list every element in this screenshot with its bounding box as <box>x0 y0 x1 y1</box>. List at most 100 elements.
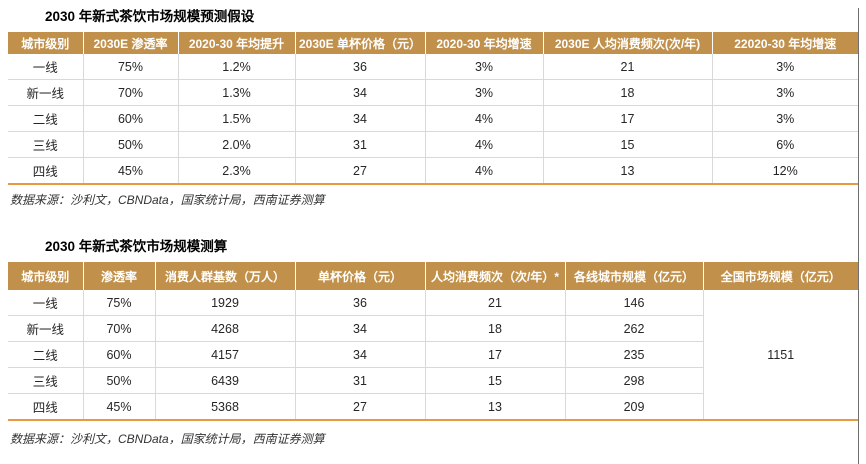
column-header: 2020-30 年均提升 <box>177 32 295 54</box>
table-row: 二线 60% 4157 34 17 235 <box>8 341 858 368</box>
table-row: 新一线 70% 4268 34 18 262 <box>8 315 858 342</box>
column-header: 城市级别 <box>8 262 83 290</box>
column-header: 城市级别 <box>8 32 83 54</box>
cell: 27 <box>294 157 425 184</box>
cell: 新一线 <box>8 79 83 106</box>
table-header-row: 城市级别 渗透率 消费人群基数（万人） 单杯价格（元） 人均消费频次（次/年）* 各线城市… <box>8 262 858 290</box>
table-row: 三线 50% 6439 31 15 298 <box>8 367 858 394</box>
cell: 36 <box>294 54 425 80</box>
cell: 75% <box>82 290 155 316</box>
cell: 1.2% <box>177 54 295 80</box>
cell: 1.5% <box>177 105 295 132</box>
column-header: 2030E 人均消费频次(次/年) <box>542 32 712 54</box>
market-size-calculation-table: 城市级别 渗透率 消费人群基数（万人） 单杯价格（元） 人均消费频次（次/年）* 各线城市… <box>8 262 858 421</box>
cell: 34 <box>294 315 425 342</box>
cell: 6% <box>711 131 858 158</box>
cell: 新一线 <box>8 315 83 342</box>
cell: 50% <box>82 367 155 394</box>
table-row: 四线 45% 5368 27 13 209 <box>8 393 858 420</box>
cell: 2.0% <box>177 131 295 158</box>
cell: 1.3% <box>177 79 295 106</box>
cell: 6439 <box>154 367 295 394</box>
table2-header: 城市级别 渗透率 消费人群基数（万人） 单杯价格（元） 人均消费频次（次/年）* 各线城市… <box>8 262 858 290</box>
column-header: 各线城市规模（亿元） <box>564 262 703 290</box>
cell: 四线 <box>8 157 83 184</box>
table1-body: 一线 75% 1.2% 36 3% 21 3% 新一线 70% 1.3% 34 3% 18 3% 二线 60%… <box>8 54 858 184</box>
cell: 一线 <box>8 54 83 80</box>
cell: 13 <box>424 393 565 420</box>
cell: 13 <box>542 157 712 184</box>
cell: 3% <box>711 54 858 80</box>
cell: 34 <box>294 341 425 368</box>
cell: 5368 <box>154 393 295 420</box>
cell: 146 <box>564 290 703 316</box>
national-market-size-cell: 1151 <box>702 290 858 420</box>
cell: 235 <box>564 341 703 368</box>
cell: 60% <box>82 341 155 368</box>
cell: 2.3% <box>177 157 295 184</box>
cell: 262 <box>564 315 703 342</box>
cell: 12% <box>711 157 858 184</box>
cell: 209 <box>564 393 703 420</box>
cell: 3% <box>711 79 858 106</box>
table1-source-note: 数据来源：沙利文，CBNData，国家统计局，西南证券测算 <box>10 193 325 207</box>
column-header: 单杯价格（元） <box>294 262 425 290</box>
table1-title: 2030 年新式茶饮市场规模预测假设 <box>45 9 255 24</box>
cell: 36 <box>294 290 425 316</box>
cell: 70% <box>82 315 155 342</box>
cell: 21 <box>424 290 565 316</box>
table-row: 四线 45% 2.3% 27 4% 13 12% <box>8 157 858 184</box>
table-row: 一线 75% 1929 36 21 146 1151 <box>8 290 858 420</box>
cell: 17 <box>424 341 565 368</box>
cell: 1929 <box>154 290 295 316</box>
cell: 4% <box>424 131 543 158</box>
cell: 三线 <box>8 131 83 158</box>
table-row: 新一线 70% 1.3% 34 3% 18 3% <box>8 79 858 106</box>
cell: 18 <box>542 79 712 106</box>
cell: 34 <box>294 105 425 132</box>
table-row: 二线 60% 1.5% 34 4% 17 3% <box>8 105 858 132</box>
cell: 4% <box>424 105 543 132</box>
forecast-assumptions-table: 城市级别 2030E 渗透率 2020-30 年均提升 2030E 单杯价格（元） 20… <box>8 32 858 185</box>
cell: 15 <box>424 367 565 394</box>
cell: 二线 <box>8 341 83 368</box>
cell: 34 <box>294 79 425 106</box>
cell: 4% <box>424 157 543 184</box>
column-header: 渗透率 <box>82 262 155 290</box>
column-header: 2020-30 年均增速 <box>424 32 543 54</box>
cell: 75% <box>82 54 178 80</box>
page-right-border <box>858 8 859 464</box>
cell: 31 <box>294 131 425 158</box>
cell: 15 <box>542 131 712 158</box>
table-header-row: 城市级别 2030E 渗透率 2020-30 年均提升 2030E 单杯价格（元） 20… <box>8 32 858 54</box>
column-header: 22020-30 年均增速 <box>711 32 858 54</box>
cell: 60% <box>82 105 178 132</box>
column-header: 2030E 渗透率 <box>82 32 178 54</box>
cell: 70% <box>82 79 178 106</box>
cell: 298 <box>564 367 703 394</box>
column-header: 消费人群基数（万人） <box>154 262 295 290</box>
cell: 27 <box>294 393 425 420</box>
table-row: 一线 75% 1.2% 36 3% 21 3% <box>8 54 858 80</box>
cell: 18 <box>424 315 565 342</box>
cell: 一线 <box>8 290 83 316</box>
column-header: 全国市场规模（亿元） <box>702 262 858 290</box>
table2-title: 2030 年新式茶饮市场规模测算 <box>45 239 228 254</box>
cell: 45% <box>82 393 155 420</box>
cell: 二线 <box>8 105 83 132</box>
cell: 4157 <box>154 341 295 368</box>
cell: 3% <box>711 105 858 132</box>
table2-body: 一线 75% 1929 36 21 146 1151 新一线 70% 4268 34 18 262 二线 6… <box>8 290 858 420</box>
cell: 3% <box>424 79 543 106</box>
cell: 17 <box>542 105 712 132</box>
cell: 3% <box>424 54 543 80</box>
cell: 4268 <box>154 315 295 342</box>
cell: 50% <box>82 131 178 158</box>
table-row: 三线 50% 2.0% 31 4% 15 6% <box>8 131 858 158</box>
table1-header: 城市级别 2030E 渗透率 2020-30 年均提升 2030E 单杯价格（元） 20… <box>8 32 858 54</box>
column-header: 2030E 单杯价格（元） <box>294 32 425 54</box>
cell: 45% <box>82 157 178 184</box>
cell: 三线 <box>8 367 83 394</box>
table2-source-note: 数据来源：沙利文，CBNData，国家统计局，西南证券测算 <box>10 432 325 446</box>
column-header: 人均消费频次（次/年）* <box>424 262 565 290</box>
